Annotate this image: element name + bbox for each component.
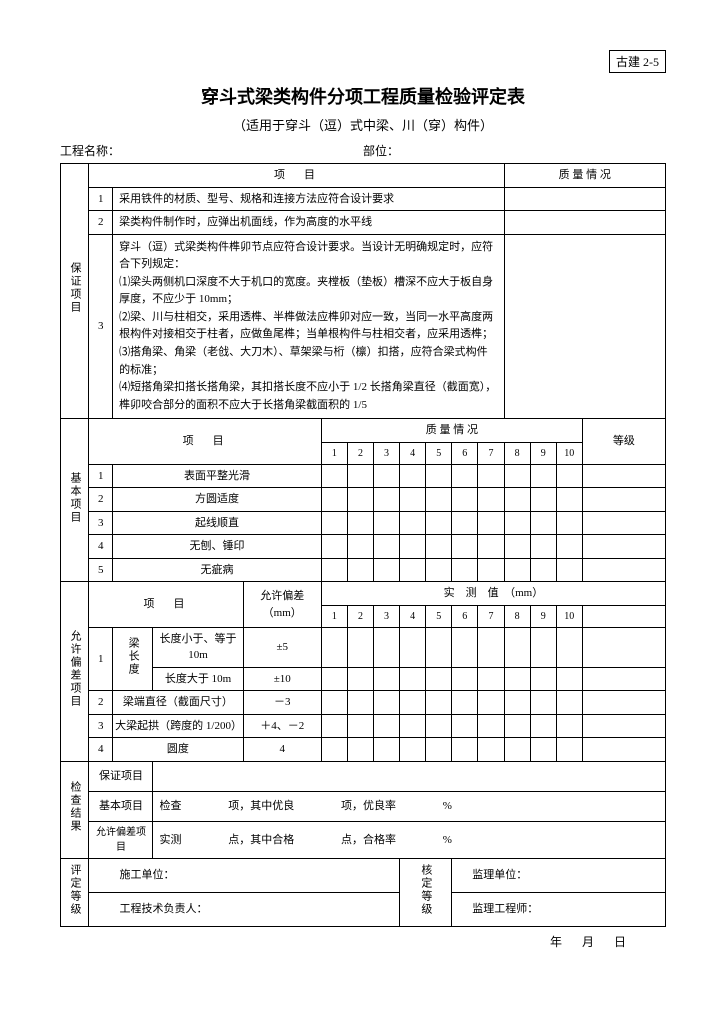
- footer-date: 年月日: [60, 927, 666, 950]
- num-h: 3: [374, 605, 400, 627]
- check-r3: 允许偏差项目: [89, 821, 153, 858]
- b-text: 起线顺直: [113, 511, 322, 535]
- tol-label: 允许偏差（mm）: [243, 582, 321, 628]
- num-h: 2: [347, 605, 373, 627]
- g-row-text: 采用铁件的材质、型号、规格和连接方法应符合设计要求: [113, 187, 504, 211]
- b-num: 2: [89, 488, 113, 512]
- t-text: 圆度: [113, 738, 243, 762]
- tech-lead[interactable]: 工程技术负责人：: [89, 892, 400, 926]
- t-tol: ±10: [243, 667, 321, 691]
- t-text: 梁端直径（截面尺寸）: [113, 691, 243, 715]
- num-h: 8: [504, 605, 530, 627]
- project-name-label: 工程名称：: [60, 142, 363, 159]
- num-h: 9: [530, 442, 556, 464]
- supervision-unit[interactable]: 监理单位：: [452, 858, 666, 892]
- col-quality-1: 质 量 情 况: [504, 164, 665, 188]
- t-sub: 长度小于、等于 10m: [153, 627, 243, 667]
- t-tol: 4: [243, 738, 321, 762]
- page-title: 穿斗式梁类构件分项工程质量检验评定表: [60, 83, 666, 109]
- num-h: 4: [400, 442, 426, 464]
- b-text: 无疵病: [113, 558, 322, 582]
- b-text: 方圆适度: [113, 488, 322, 512]
- check-r2-val[interactable]: 检查 项，其中优良 项，优良率 %: [153, 791, 666, 821]
- t-tol: ±5: [243, 627, 321, 667]
- page-subtitle: （适用于穿斗（逗）式中梁、川（穿）构件）: [60, 115, 666, 134]
- g-row-text: 穿斗（逗）式梁类构件榫卯节点应符合设计要求。当设计无明确规定时，应符合下列规定：…: [113, 234, 504, 419]
- t-sub: 长度大于 10m: [153, 667, 243, 691]
- num-h: 7: [478, 605, 504, 627]
- g-row-val[interactable]: [504, 187, 665, 211]
- g-row-num: 1: [89, 187, 113, 211]
- supervisor[interactable]: 监理工程师：: [452, 892, 666, 926]
- b-num: 4: [89, 535, 113, 559]
- guarantee-label: 保证项目: [61, 164, 89, 419]
- num-h: 10: [556, 442, 582, 464]
- g-row-num: 3: [89, 234, 113, 419]
- num-h: 10: [556, 605, 582, 627]
- eval-label: 评定等级: [61, 858, 89, 926]
- t-num: 4: [89, 738, 113, 762]
- t-text: 大梁起拱（跨度的 1/200）: [113, 714, 243, 738]
- basic-label: 基本项目: [61, 419, 89, 582]
- num-h: 5: [426, 442, 452, 464]
- t-tol: －3: [243, 691, 321, 715]
- t-num: 2: [89, 691, 113, 715]
- g-row-num: 2: [89, 211, 113, 235]
- g-row-val[interactable]: [504, 234, 665, 419]
- b-text: 无刨、锤印: [113, 535, 322, 559]
- t-num: 1: [89, 627, 113, 691]
- num-h: 5: [426, 605, 452, 627]
- check-label: 检查结果: [61, 761, 89, 858]
- num-h: 6: [452, 605, 478, 627]
- b-num: 3: [89, 511, 113, 535]
- b-num: 5: [89, 558, 113, 582]
- verify-label: 核定等级: [400, 858, 452, 926]
- check-r1-val[interactable]: [153, 761, 666, 791]
- section-label: 部位：: [363, 142, 666, 159]
- main-table: 保证项目 项 目 质 量 情 况 1 采用铁件的材质、型号、规格和连接方法应符合…: [60, 163, 666, 927]
- col-item-2: 项 目: [89, 419, 321, 465]
- g-row-text: 梁类构件制作时，应弹出机面线，作为高度的水平线: [113, 211, 504, 235]
- construction-unit[interactable]: 施工单位：: [89, 858, 400, 892]
- num-h: 3: [374, 442, 400, 464]
- num-h: 6: [452, 442, 478, 464]
- header-row: 工程名称： 部位：: [60, 142, 666, 159]
- grade-label: 等级: [582, 419, 665, 465]
- check-r1: 保证项目: [89, 761, 153, 791]
- col-item-1: 项 目: [89, 164, 504, 188]
- b-num: 1: [89, 464, 113, 488]
- num-h: 8: [504, 442, 530, 464]
- doc-code: 古建 2-5: [609, 50, 666, 73]
- g-row-val[interactable]: [504, 211, 665, 235]
- measured-label: 实 测 值 （mm）: [321, 582, 665, 606]
- t-num: 3: [89, 714, 113, 738]
- col-item-3: 项 目: [89, 582, 243, 628]
- beam-len-label: 梁长度: [113, 627, 153, 691]
- check-r2: 基本项目: [89, 791, 153, 821]
- num-h: 2: [347, 442, 373, 464]
- num-h: 1: [321, 442, 347, 464]
- t-tol: ＋4、－2: [243, 714, 321, 738]
- num-h: 9: [530, 605, 556, 627]
- check-r3-val[interactable]: 实测 点，其中合格 点，合格率 %: [153, 821, 666, 858]
- b-text: 表面平整光滑: [113, 464, 322, 488]
- num-h: 1: [321, 605, 347, 627]
- num-h: 7: [478, 442, 504, 464]
- tolerance-label: 允许偏差项目: [61, 582, 89, 762]
- num-h: 4: [400, 605, 426, 627]
- col-quality-2: 质 量 情 况: [321, 419, 582, 443]
